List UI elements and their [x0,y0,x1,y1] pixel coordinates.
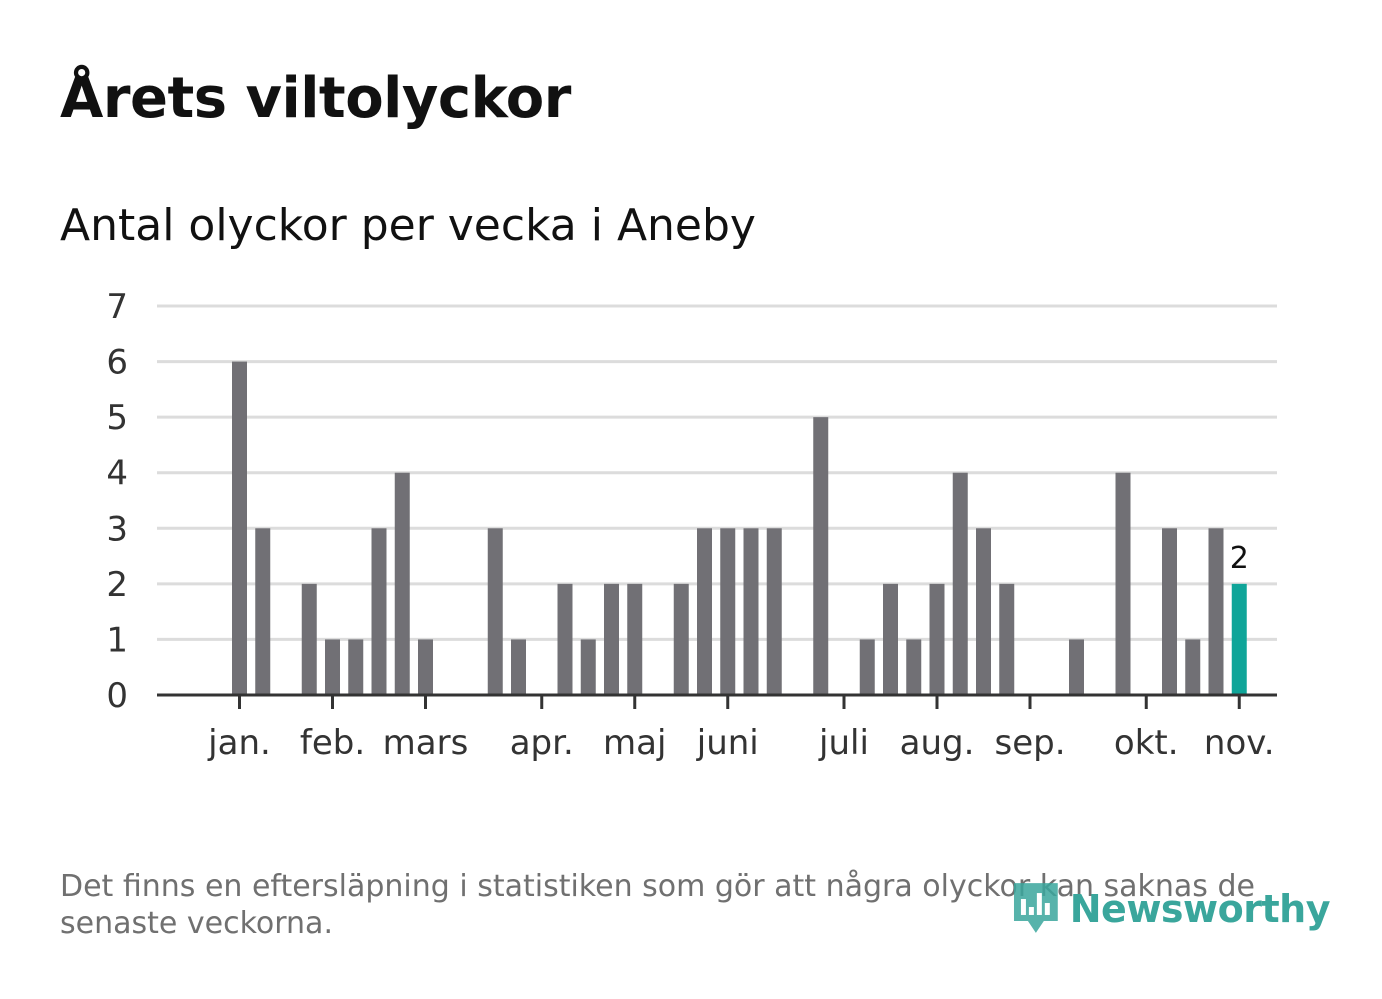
data-labels: 2 [1230,541,1249,576]
bar [1069,639,1084,695]
y-tick-label: 5 [106,398,128,438]
x-tick-label: nov. [1204,723,1275,763]
bar [976,528,991,695]
bar [232,361,247,695]
x-tick-label: maj [603,723,666,763]
y-tick-label: 0 [106,676,128,716]
y-axis: 0 1 2 3 4 5 6 7 [106,287,128,716]
bar [627,583,643,695]
bar [1185,639,1201,695]
bar [673,583,689,695]
bar-highlight [1231,583,1247,695]
bar [1208,528,1224,695]
newsworthy-logo: Newsworthy [1010,876,1331,942]
x-tick-label: jan. [207,723,271,763]
bar [1115,472,1131,695]
gridlines [157,304,1277,641]
chart-title: Årets viltolyckor [60,66,571,131]
y-tick-label: 3 [106,509,128,549]
bar [743,528,759,695]
bar [999,583,1015,695]
bar [720,528,736,695]
bar [952,472,968,695]
x-tick-label: juli [818,723,869,763]
y-tick-label: 4 [106,454,128,494]
bar [906,639,922,695]
bar [255,528,271,695]
x-tick-label: mars [383,723,469,763]
bar [511,639,526,695]
bar [929,583,945,695]
data-label-last-week: 2 [1230,541,1249,576]
y-tick-label: 6 [106,343,128,383]
bar [604,583,619,695]
bar [883,583,898,695]
bars [232,361,1247,695]
x-tick-label: juni [696,723,759,763]
bar [1162,528,1177,695]
bar [813,417,829,695]
x-tick-label: feb. [300,723,365,763]
bar [301,583,317,695]
bar-chart: 0 1 2 3 4 5 6 7 jan. feb. mars apr. maj juni juli aug.… [106,287,1277,763]
chart-subtitle: Antal olyckor per vecka i Aneby [60,200,756,251]
newsworthy-logo-text: Newsworthy [1069,887,1331,931]
bar [371,528,387,695]
newsworthy-logo-icon [1013,883,1058,933]
bar [325,639,340,695]
y-tick-label: 7 [106,287,128,327]
y-tick-label: 1 [106,620,128,660]
bar [580,639,596,695]
bar [348,639,364,695]
y-tick-label: 2 [106,565,128,605]
x-axis: jan. feb. mars apr. maj juni juli aug. sep. okt. n… [157,693,1277,763]
bar [557,583,573,695]
bar [487,528,503,695]
x-tick-label: aug. [900,723,975,763]
x-tick-label: sep. [994,723,1065,763]
bar [859,639,875,695]
bar [394,472,410,695]
bar [418,639,433,695]
bar [697,528,712,695]
x-tick-label: apr. [510,723,574,763]
bar [766,528,782,695]
x-tick-label: okt. [1114,723,1179,763]
